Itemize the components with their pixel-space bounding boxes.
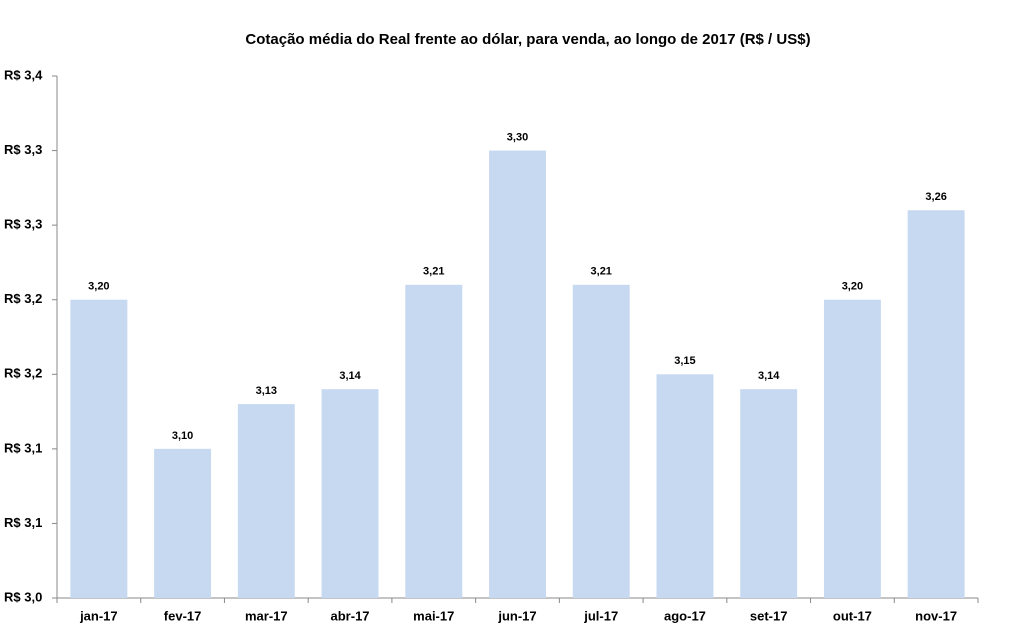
x-tick-label: jan-17 [79, 608, 118, 623]
bar [572, 284, 630, 598]
y-tick-label: R$ 3,4 [4, 67, 43, 82]
x-tick-label: out-17 [833, 608, 872, 623]
x-tick-label: jul-17 [583, 608, 618, 623]
bar [823, 299, 881, 598]
x-tick-label: nov-17 [915, 608, 957, 623]
x-tick-label: mai-17 [413, 608, 454, 623]
bar [656, 374, 714, 598]
chart-title: Cotação média do Real frente ao dólar, p… [245, 31, 810, 48]
value-label: 3,20 [88, 281, 109, 293]
y-tick-label: R$ 3,3 [4, 142, 42, 157]
x-tick-label: jun-17 [497, 608, 536, 623]
value-label: 3,14 [758, 370, 780, 382]
bar [154, 448, 212, 598]
x-tick-label: abr-17 [331, 608, 370, 623]
y-tick-label: R$ 3,2 [4, 366, 42, 381]
bar [321, 389, 379, 598]
value-label: 3,15 [674, 355, 695, 367]
x-tick-label: ago-17 [664, 608, 706, 623]
y-tick-label: R$ 3,2 [4, 291, 42, 306]
bar [907, 210, 965, 598]
value-label: 3,30 [507, 131, 528, 143]
value-label: 3,10 [172, 430, 193, 442]
value-label: 3,26 [925, 191, 946, 203]
value-label: 3,13 [256, 385, 277, 397]
y-tick-label: R$ 3,3 [4, 217, 42, 232]
bar [405, 284, 463, 598]
y-tick-label: R$ 3,1 [4, 440, 42, 455]
x-tick-label: mar-17 [245, 608, 288, 623]
bar [70, 299, 128, 598]
x-tick-label: set-17 [750, 608, 788, 623]
value-label: 3,14 [339, 370, 361, 382]
y-tick-label: R$ 3,0 [4, 589, 42, 604]
bar [237, 404, 295, 598]
bar [489, 150, 546, 599]
y-tick-label: R$ 3,1 [4, 515, 42, 530]
bar [740, 389, 798, 598]
value-label: 3,20 [842, 281, 863, 293]
value-label: 3,21 [423, 266, 444, 278]
x-tick-label: fev-17 [164, 608, 202, 623]
value-label: 3,21 [591, 266, 612, 278]
